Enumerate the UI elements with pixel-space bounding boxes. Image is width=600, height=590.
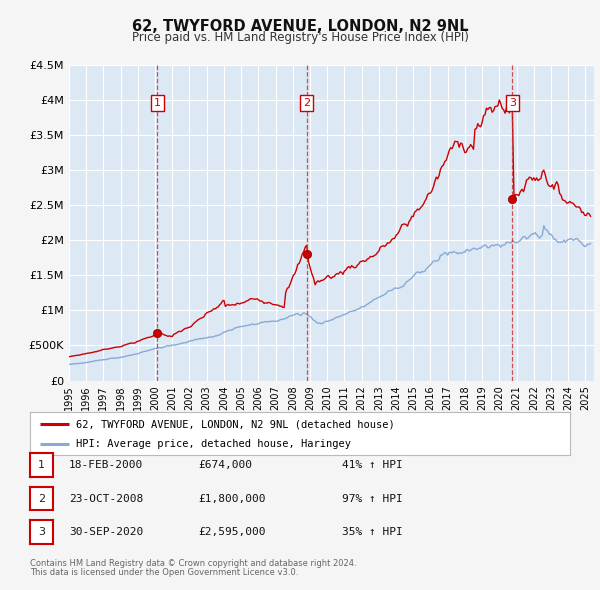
Text: £2,595,000: £2,595,000 — [198, 527, 265, 537]
Text: Contains HM Land Registry data © Crown copyright and database right 2024.: Contains HM Land Registry data © Crown c… — [30, 559, 356, 568]
Text: HPI: Average price, detached house, Haringey: HPI: Average price, detached house, Hari… — [76, 439, 351, 449]
Text: 2: 2 — [303, 98, 310, 108]
Text: 41% ↑ HPI: 41% ↑ HPI — [342, 460, 403, 470]
Text: 2: 2 — [38, 494, 45, 503]
Text: 23-OCT-2008: 23-OCT-2008 — [69, 494, 143, 503]
Text: 97% ↑ HPI: 97% ↑ HPI — [342, 494, 403, 503]
Text: 1: 1 — [154, 98, 161, 108]
Text: 62, TWYFORD AVENUE, LONDON, N2 9NL (detached house): 62, TWYFORD AVENUE, LONDON, N2 9NL (deta… — [76, 419, 395, 429]
Text: £674,000: £674,000 — [198, 460, 252, 470]
Text: This data is licensed under the Open Government Licence v3.0.: This data is licensed under the Open Gov… — [30, 568, 298, 576]
Text: 1: 1 — [38, 460, 45, 470]
Text: Price paid vs. HM Land Registry's House Price Index (HPI): Price paid vs. HM Land Registry's House … — [131, 31, 469, 44]
Text: 30-SEP-2020: 30-SEP-2020 — [69, 527, 143, 537]
Text: 62, TWYFORD AVENUE, LONDON, N2 9NL: 62, TWYFORD AVENUE, LONDON, N2 9NL — [131, 19, 469, 34]
Text: 35% ↑ HPI: 35% ↑ HPI — [342, 527, 403, 537]
Text: 3: 3 — [509, 98, 516, 108]
Text: 18-FEB-2000: 18-FEB-2000 — [69, 460, 143, 470]
Text: 3: 3 — [38, 527, 45, 537]
Text: £1,800,000: £1,800,000 — [198, 494, 265, 503]
